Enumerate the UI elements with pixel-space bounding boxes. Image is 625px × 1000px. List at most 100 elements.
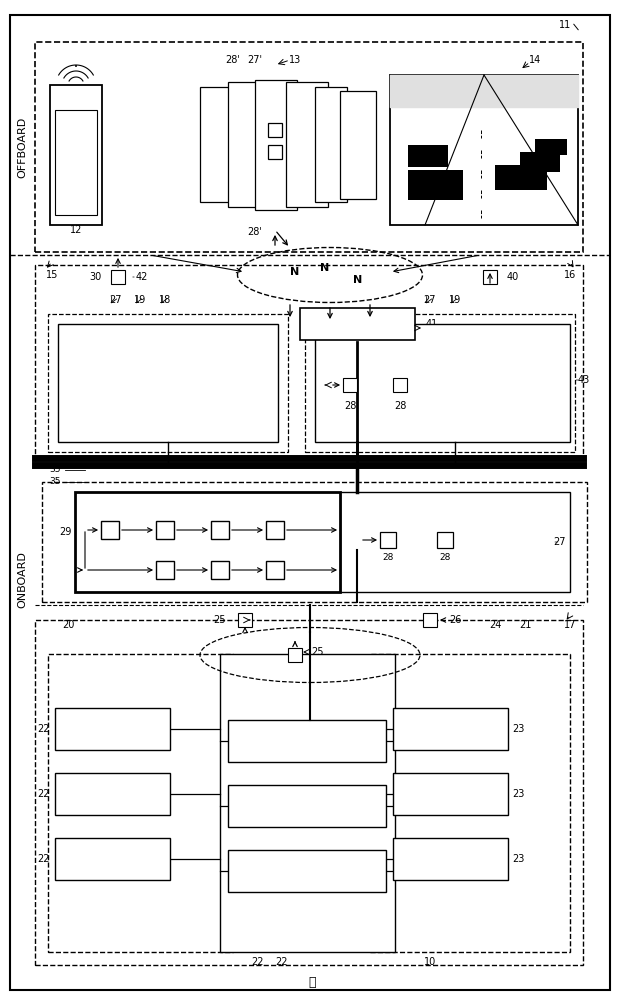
Bar — [111, 270, 125, 284]
Bar — [211, 521, 229, 539]
Text: 28: 28 — [382, 554, 394, 562]
Text: ONBOARD: ONBOARD — [17, 552, 27, 608]
Bar — [300, 308, 415, 340]
Text: 33: 33 — [269, 538, 281, 548]
Text: 22: 22 — [37, 789, 49, 799]
Bar — [520, 152, 560, 172]
Text: 40: 40 — [507, 272, 519, 282]
Bar — [340, 91, 376, 199]
Text: 31: 31 — [159, 578, 171, 586]
Text: 34: 34 — [124, 578, 136, 586]
Bar — [228, 785, 386, 827]
Text: 图: 图 — [308, 976, 316, 988]
Text: 30: 30 — [89, 272, 101, 282]
Bar — [48, 314, 288, 452]
Text: 28: 28 — [344, 401, 356, 411]
Bar — [393, 838, 508, 880]
Bar — [370, 654, 570, 952]
Text: 41: 41 — [426, 319, 438, 329]
Text: 16: 16 — [564, 270, 576, 280]
Text: 43: 43 — [578, 375, 590, 385]
Bar — [408, 145, 448, 167]
Bar — [266, 561, 284, 579]
Bar — [35, 42, 583, 252]
Text: N: N — [291, 267, 299, 277]
Text: •: • — [74, 64, 78, 70]
Bar — [423, 613, 437, 627]
Bar — [288, 648, 302, 662]
Bar — [55, 838, 170, 880]
Bar — [390, 75, 578, 225]
Text: 25: 25 — [214, 615, 226, 625]
Bar — [535, 139, 567, 155]
Text: 23: 23 — [512, 789, 524, 799]
Text: OFFBOARD: OFFBOARD — [17, 116, 27, 178]
Bar — [393, 378, 407, 392]
Text: 25: 25 — [159, 538, 171, 548]
Text: 26: 26 — [449, 615, 461, 625]
Text: 23: 23 — [512, 724, 524, 734]
Bar — [238, 613, 252, 627]
Bar — [228, 720, 386, 762]
Text: 22: 22 — [252, 957, 264, 967]
Bar — [220, 654, 395, 952]
Text: 28': 28' — [226, 55, 241, 65]
Bar — [48, 654, 233, 952]
Bar — [75, 492, 340, 592]
Text: 23: 23 — [512, 854, 524, 864]
Text: 27': 27' — [248, 55, 262, 65]
Bar — [393, 773, 508, 815]
Text: 22: 22 — [276, 957, 288, 967]
Bar — [35, 265, 583, 465]
Bar — [408, 170, 463, 200]
Text: 28': 28' — [248, 227, 262, 237]
Text: 35: 35 — [49, 478, 61, 487]
Bar — [315, 87, 347, 202]
Bar — [380, 532, 396, 548]
Bar — [393, 708, 508, 750]
Bar — [42, 482, 587, 602]
Bar — [315, 324, 570, 442]
Text: 36: 36 — [104, 538, 116, 548]
Text: N: N — [353, 275, 362, 285]
Bar — [35, 620, 583, 965]
Bar — [200, 87, 238, 202]
Bar — [228, 82, 260, 207]
Bar — [268, 145, 282, 159]
Text: 37: 37 — [269, 578, 281, 586]
Bar — [268, 123, 282, 137]
Text: 27: 27 — [109, 295, 121, 305]
Text: 22: 22 — [37, 854, 49, 864]
Text: 27: 27 — [554, 537, 566, 547]
Text: 25: 25 — [312, 647, 324, 657]
Bar — [55, 110, 97, 215]
Text: 17: 17 — [564, 620, 576, 630]
Text: N: N — [321, 263, 329, 273]
Text: 26: 26 — [214, 578, 226, 586]
Text: 35: 35 — [49, 466, 61, 475]
Bar — [211, 561, 229, 579]
Text: 19: 19 — [134, 295, 146, 305]
Text: 20: 20 — [62, 620, 74, 630]
Text: 28: 28 — [394, 401, 406, 411]
Text: 13: 13 — [289, 55, 301, 65]
Bar — [483, 270, 497, 284]
Bar — [495, 165, 547, 190]
Bar — [55, 708, 170, 750]
Text: 30: 30 — [214, 538, 226, 548]
Text: 19: 19 — [449, 295, 461, 305]
Text: 22: 22 — [37, 724, 49, 734]
Bar — [50, 85, 102, 225]
Bar — [156, 521, 174, 539]
Bar — [101, 521, 119, 539]
Text: 21: 21 — [519, 620, 531, 630]
Text: 29: 29 — [59, 527, 71, 537]
Bar — [228, 850, 386, 892]
Text: 14: 14 — [529, 55, 541, 65]
Text: 10: 10 — [424, 957, 436, 967]
Bar — [343, 378, 357, 392]
Text: 24: 24 — [489, 620, 501, 630]
Bar — [437, 532, 453, 548]
Bar — [55, 773, 170, 815]
Text: 27: 27 — [424, 295, 436, 305]
